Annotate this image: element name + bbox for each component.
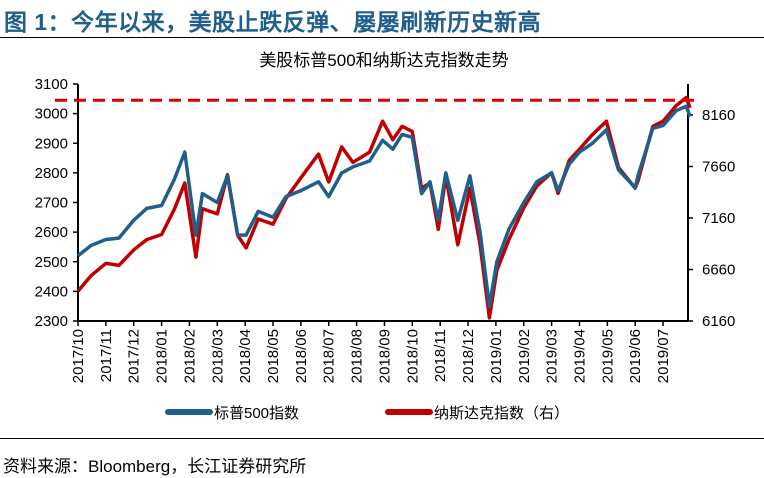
x-tick-label: 2018/08: [349, 329, 366, 383]
x-tick-label: 2019/04: [571, 329, 588, 383]
nasdaq-line: [76, 95, 692, 320]
x-tick-label: 2017/10: [70, 329, 87, 383]
x-tick-label: 2019/06: [627, 329, 644, 383]
x-tick-label: 2018/01: [154, 329, 171, 383]
left-tick-label: 2500: [35, 254, 68, 271]
top-divider: [0, 37, 764, 38]
left-tick-label: 2700: [35, 195, 68, 212]
x-tick-label: 2019/07: [655, 329, 672, 383]
legend-label-sp500: 标普500指数: [214, 405, 299, 422]
x-tick-label: 2018/05: [265, 329, 282, 383]
x-tick-label: 2018/11: [432, 329, 449, 382]
x-tick-label: 2019/02: [516, 329, 533, 383]
x-tick-label: 2019/03: [544, 329, 561, 383]
right-tick-label: 6160: [702, 313, 735, 330]
sp500-line: [76, 104, 692, 308]
x-tick-label: 2019/05: [599, 329, 616, 383]
source-note: 资料来源：Bloomberg，长江证券研究所: [3, 457, 307, 476]
right-tick-label: 7660: [702, 159, 735, 176]
x-tick-label: 2018/12: [460, 329, 477, 383]
x-tick-label: 2019/01: [488, 329, 505, 383]
right-tick-label: 7160: [702, 210, 735, 227]
x-tick-label: 2018/03: [209, 329, 226, 383]
right-tick-label: 8160: [702, 107, 735, 124]
left-tick-label: 2400: [35, 283, 68, 300]
x-tick-label: 2018/04: [237, 329, 254, 383]
x-tick-label: 2017/11: [98, 329, 115, 382]
left-tick-label: 2900: [35, 135, 68, 152]
chart-title: 美股标普500和纳斯达克指数走势: [259, 51, 508, 70]
right-tick-label: 6660: [702, 262, 735, 279]
x-tick-label: 2018/02: [181, 329, 198, 383]
bottom-divider: [0, 438, 764, 439]
x-tick-label: 2018/06: [293, 329, 310, 383]
left-tick-label: 3100: [35, 76, 68, 93]
left-tick-label: 3000: [35, 106, 68, 123]
x-tick-label: 2017/12: [126, 329, 143, 383]
legend: 标普500指数 纳斯达克指数（右）: [165, 405, 569, 422]
left-tick-label: 2300: [35, 313, 68, 330]
x-tick-label: 2018/07: [321, 329, 338, 383]
legend-label-nasdaq: 纳斯达克指数（右）: [434, 405, 569, 422]
left-tick-label: 2600: [35, 224, 68, 241]
figure-title: 图 1：今年以来，美股止跌反弹、屡屡刷新历史新高: [4, 9, 542, 35]
left-tick-label: 2800: [35, 165, 68, 182]
x-tick-label: 2018/09: [376, 329, 393, 383]
x-tick-label: 2018/10: [404, 329, 421, 383]
